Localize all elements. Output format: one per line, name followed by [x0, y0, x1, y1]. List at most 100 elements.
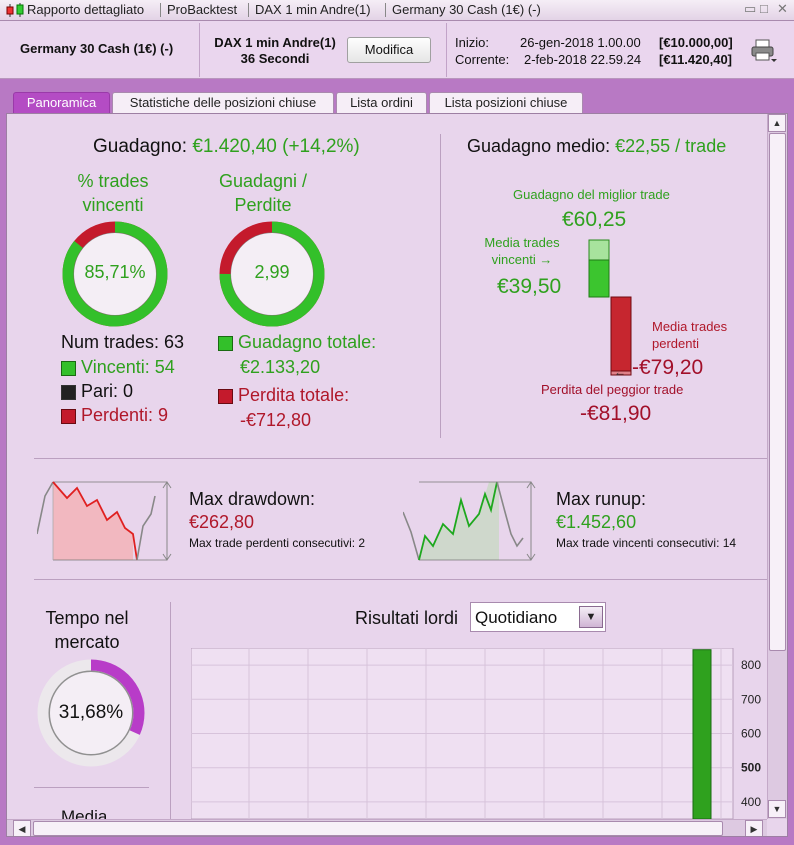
drawdown-value: €262,80: [189, 512, 255, 532]
even-label: Pari: 0: [81, 381, 134, 401]
close-button[interactable]: ✕: [777, 1, 788, 16]
results-period-value: Quotidiano: [475, 608, 558, 627]
tab-closed-positions-list[interactable]: Lista posizioni chiuse: [429, 92, 583, 114]
avg-loss-label: Media trades perdenti: [652, 318, 727, 352]
strategy-timeframe: 36 Secondi: [240, 51, 310, 66]
ratio-title-line1: Guadagni /: [218, 171, 308, 191]
start-capital: [€10.000,00]: [659, 35, 733, 50]
y-tick-label: 700: [741, 692, 761, 706]
drawdown-sparkline: [37, 481, 172, 561]
tab-panoramica[interactable]: Panoramica: [13, 92, 110, 114]
gain-summary: Guadagno: €1.420,40 (+14,2%): [93, 136, 360, 158]
win-pct-title-line1: % trades: [77, 171, 149, 191]
instrument-name: Germany 30 Cash (1€) (-): [20, 41, 174, 56]
printer-icon[interactable]: [750, 38, 778, 64]
worst-trade-value: -€81,90: [580, 402, 652, 425]
drawdown-sub: Max trade perdenti consecutivi: 2: [189, 536, 366, 550]
num-trades: Num trades: 63: [61, 332, 185, 352]
total-gain-label: Guadagno totale:: [238, 332, 377, 352]
total-gain-value: €2.133,20: [240, 357, 321, 377]
winners-row: Vincenti: 54: [61, 357, 175, 378]
avg-gain-value: €22,55 / trade: [615, 136, 727, 156]
scroll-up-button[interactable]: ▲: [768, 114, 786, 132]
win-percentage-title: % trades vincenti: [53, 169, 173, 217]
red-square-icon: [61, 408, 76, 424]
vertical-scrollbar[interactable]: ▲ ▼: [767, 114, 787, 819]
black-square-icon: [61, 384, 76, 400]
market-time-donut: [37, 659, 145, 767]
y-tick-label: 800: [741, 658, 761, 672]
total-loss-label: Perdita totale:: [238, 385, 350, 405]
current-date: 2-feb-2018 22.59.24: [524, 52, 642, 67]
average-gain-summary: Guadagno medio: €22,55 / trade: [467, 136, 726, 157]
gain-loss-ratio-title: Guadagni / Perdite: [203, 169, 323, 217]
total-loss-value: -€712,80: [240, 410, 312, 430]
vertical-scroll-thumb[interactable]: [769, 133, 786, 651]
start-label: Inizio:: [455, 35, 489, 50]
results-label: Risultati lordi: [355, 608, 459, 628]
market-time-title: Tempo nel mercato: [27, 606, 147, 654]
arrow-left-icon: ←: [614, 365, 626, 379]
result-bar[interactable]: [692, 649, 712, 819]
results-period-select[interactable]: Quotidiano ▼: [470, 602, 606, 632]
scroll-right-button[interactable]: ▶: [745, 820, 763, 836]
best-trade-value: €60,25: [562, 208, 627, 231]
titlebar-crumb-1: Rapporto dettagliato: [27, 2, 145, 17]
gain-loss-ratio-value: 2,99: [254, 262, 290, 282]
runup-label: Max runup:: [556, 489, 647, 509]
tab-closed-positions-stats[interactable]: Statistiche delle posizioni chiuse: [112, 92, 334, 114]
scroll-left-button[interactable]: ◀: [13, 820, 31, 836]
avg-win-value: €39,50: [497, 275, 562, 298]
candlestick-icon: [6, 3, 24, 17]
report-header: Germany 30 Cash (1€) (-) DAX 1 min Andre…: [0, 21, 794, 79]
gain-loss-donut: [219, 221, 325, 327]
winners-label: Vincenti: 54: [81, 357, 175, 377]
losers-label: Perdenti: 9: [81, 405, 169, 425]
maximize-button[interactable]: □: [760, 1, 768, 16]
media-label: Media: [61, 807, 108, 819]
red-square-icon: [218, 388, 233, 404]
avg-loss-label-line2: perdenti: [652, 336, 699, 351]
overview-panel: Guadagno: €1.420,40 (+14,2%) % trades vi…: [6, 113, 788, 837]
runup-sub: Max trade vincenti consecutivi: 14: [556, 536, 737, 550]
gross-results-chart: 800 700 600 500 400: [191, 648, 761, 819]
win-percentage-donut: [62, 221, 168, 327]
market-time-title-line2: mercato: [54, 632, 120, 652]
market-time-value: 31,68%: [58, 702, 124, 723]
start-date: 26-gen-2018 1.00.00: [520, 35, 641, 50]
market-time-title-line1: Tempo nel: [45, 608, 129, 628]
window-titlebar: Rapporto dettagliato ProBacktest DAX 1 m…: [0, 0, 794, 21]
y-tick-label: 500: [741, 761, 761, 775]
runup-sparkline: [403, 481, 536, 561]
win-percentage-value: 85,71%: [84, 262, 146, 282]
titlebar-crumb-3: DAX 1 min Andre(1): [255, 2, 371, 17]
ratio-title-line2: Perdite: [234, 195, 292, 215]
worst-trade-label: Perdita del peggior trade: [541, 382, 684, 397]
gain-label: Guadagno:: [93, 136, 188, 157]
runup-value: €1.452,60: [556, 512, 637, 532]
modify-button[interactable]: Modifica: [347, 37, 431, 63]
gain-value: €1.420,40 (+14,2%): [192, 136, 360, 157]
avg-gain-label: Guadagno medio:: [467, 136, 611, 156]
best-trade-label: Guadagno del miglior trade: [513, 187, 670, 202]
tab-orders-list[interactable]: Lista ordini: [336, 92, 427, 114]
scroll-down-button[interactable]: ▼: [768, 800, 786, 818]
losers-row: Perdenti: 9: [61, 405, 168, 426]
horizontal-scrollbar[interactable]: ◀ ▶: [7, 819, 767, 836]
avg-win-label-line1: Media trades: [484, 235, 560, 250]
horizontal-scroll-thumb[interactable]: [33, 821, 723, 836]
drawdown-label: Max drawdown:: [189, 489, 316, 509]
avg-win-label: Media trades vincenti →: [477, 234, 567, 268]
current-label: Corrente:: [455, 52, 510, 67]
y-tick-label: 400: [741, 795, 761, 809]
total-loss-row: Perdita totale:: [218, 385, 349, 406]
chevron-down-icon[interactable]: ▼: [579, 606, 603, 628]
avg-win-label-line2: vincenti →: [491, 252, 553, 267]
avg-loss-label-line1: Media trades: [652, 319, 728, 334]
y-tick-label: 600: [741, 727, 761, 741]
titlebar-crumb-4: Germany 30 Cash (1€) (-): [392, 2, 541, 17]
minimize-button[interactable]: ▭: [744, 1, 757, 16]
total-gain-row: Guadagno totale:: [218, 332, 376, 353]
avg-loss-value: -€79,20: [632, 356, 704, 379]
green-square-icon: [61, 360, 76, 376]
